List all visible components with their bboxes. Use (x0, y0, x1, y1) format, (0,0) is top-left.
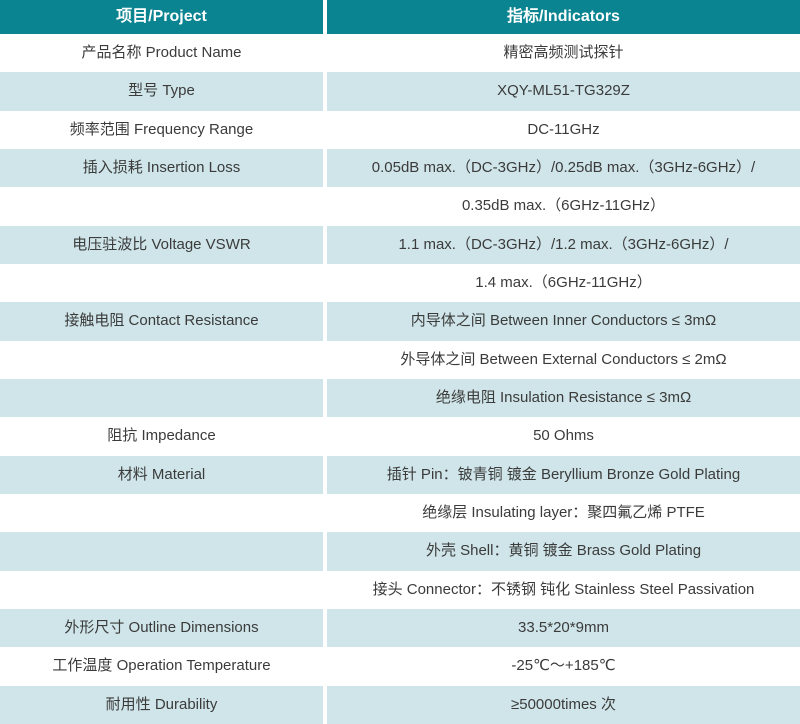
table-row: 接触电阻 Contact Resistance 内导体之间 Between In… (0, 302, 800, 341)
indicator-cell: 1.4 max.（6GHz-11GHz） (327, 263, 800, 303)
project-cell: 外形尺寸 Outline Dimensions (0, 608, 327, 648)
project-cell: 型号 Type (0, 72, 327, 111)
table-row: 频率范围 Frequency Range DC-11GHz (0, 110, 800, 149)
project-cell: 耐用性 Durability (0, 685, 327, 724)
table-row: 型号 Type XQY-ML51-TG329Z (0, 72, 800, 111)
table-row: 外形尺寸 Outline Dimensions 33.5*20*9mm (0, 608, 800, 648)
project-cell (0, 263, 327, 303)
indicator-cell: XQY-ML51-TG329Z (327, 72, 800, 111)
project-cell: 插入损耗 Insertion Loss (0, 148, 327, 188)
table-row: 电压驻波比 Voltage VSWR 1.1 max.（DC-3GHz）/1.2… (0, 225, 800, 264)
table-row: 阻抗 Impedance 50 Ohms (0, 417, 800, 456)
indicator-cell: ≥50000times 次 (327, 685, 800, 724)
indicator-cell: 精密高频测试探针 (327, 34, 800, 73)
table-row: 1.4 max.（6GHz-11GHz） (0, 263, 800, 303)
project-cell: 接触电阻 Contact Resistance (0, 302, 327, 341)
indicator-cell: 50 Ohms (327, 417, 800, 456)
project-cell: 工作温度 Operation Temperature (0, 647, 327, 686)
indicator-cell: 绝缘电阻 Insulation Resistance ≤ 3mΩ (327, 378, 800, 418)
project-cell: 材料 Material (0, 455, 327, 494)
header-indicators-cell: 指标/Indicators (327, 0, 800, 34)
table-row: 产品名称 Product Name 精密高频测试探针 (0, 34, 800, 73)
indicator-cell: 插针 Pin：铍青铜 镀金 Beryllium Bronze Gold Plat… (327, 455, 800, 494)
project-cell (0, 340, 327, 379)
project-cell: 电压驻波比 Voltage VSWR (0, 225, 327, 264)
project-cell: 阻抗 Impedance (0, 417, 327, 456)
project-cell (0, 532, 327, 571)
indicator-cell: 0.35dB max.（6GHz-11GHz） (327, 187, 800, 226)
table-row: 0.35dB max.（6GHz-11GHz） (0, 187, 800, 226)
table-row: 工作温度 Operation Temperature -25℃～+185℃ (0, 647, 800, 686)
indicator-cell: 1.1 max.（DC-3GHz）/1.2 max.（3GHz-6GHz）/ (327, 225, 800, 264)
table-header-row: 项目/Project 指标/Indicators (0, 0, 800, 34)
project-cell (0, 570, 327, 609)
table-row: 外导体之间 Between External Conductors ≤ 2mΩ (0, 340, 800, 379)
project-cell: 频率范围 Frequency Range (0, 110, 327, 149)
header-project-cell: 项目/Project (0, 0, 327, 34)
indicator-cell: 接头 Connector：不锈钢 钝化 Stainless Steel Pass… (327, 570, 800, 609)
indicator-cell: -25℃～+185℃ (327, 647, 800, 686)
project-cell (0, 493, 327, 533)
indicator-cell: 外导体之间 Between External Conductors ≤ 2mΩ (327, 340, 800, 379)
indicator-cell: 内导体之间 Between Inner Conductors ≤ 3mΩ (327, 302, 800, 341)
indicator-cell: DC-11GHz (327, 110, 800, 149)
table-row: 外壳 Shell：黄铜 镀金 Brass Gold Plating (0, 532, 800, 571)
project-cell: 产品名称 Product Name (0, 34, 327, 73)
indicator-cell: 0.05dB max.（DC-3GHz）/0.25dB max.（3GHz-6G… (327, 148, 800, 188)
indicator-cell: 绝缘层 Insulating layer：聚四氟乙烯 PTFE (327, 493, 800, 533)
table-row: 耐用性 Durability ≥50000times 次 (0, 685, 800, 724)
indicator-cell: 外壳 Shell：黄铜 镀金 Brass Gold Plating (327, 532, 800, 571)
indicator-cell: 33.5*20*9mm (327, 608, 800, 648)
table-row: 绝缘电阻 Insulation Resistance ≤ 3mΩ (0, 378, 800, 418)
project-cell (0, 187, 327, 226)
table-row: 插入损耗 Insertion Loss 0.05dB max.（DC-3GHz）… (0, 148, 800, 188)
project-cell (0, 378, 327, 418)
table-row: 绝缘层 Insulating layer：聚四氟乙烯 PTFE (0, 493, 800, 533)
table-row: 材料 Material 插针 Pin：铍青铜 镀金 Beryllium Bron… (0, 455, 800, 494)
table-row: 接头 Connector：不锈钢 钝化 Stainless Steel Pass… (0, 570, 800, 609)
